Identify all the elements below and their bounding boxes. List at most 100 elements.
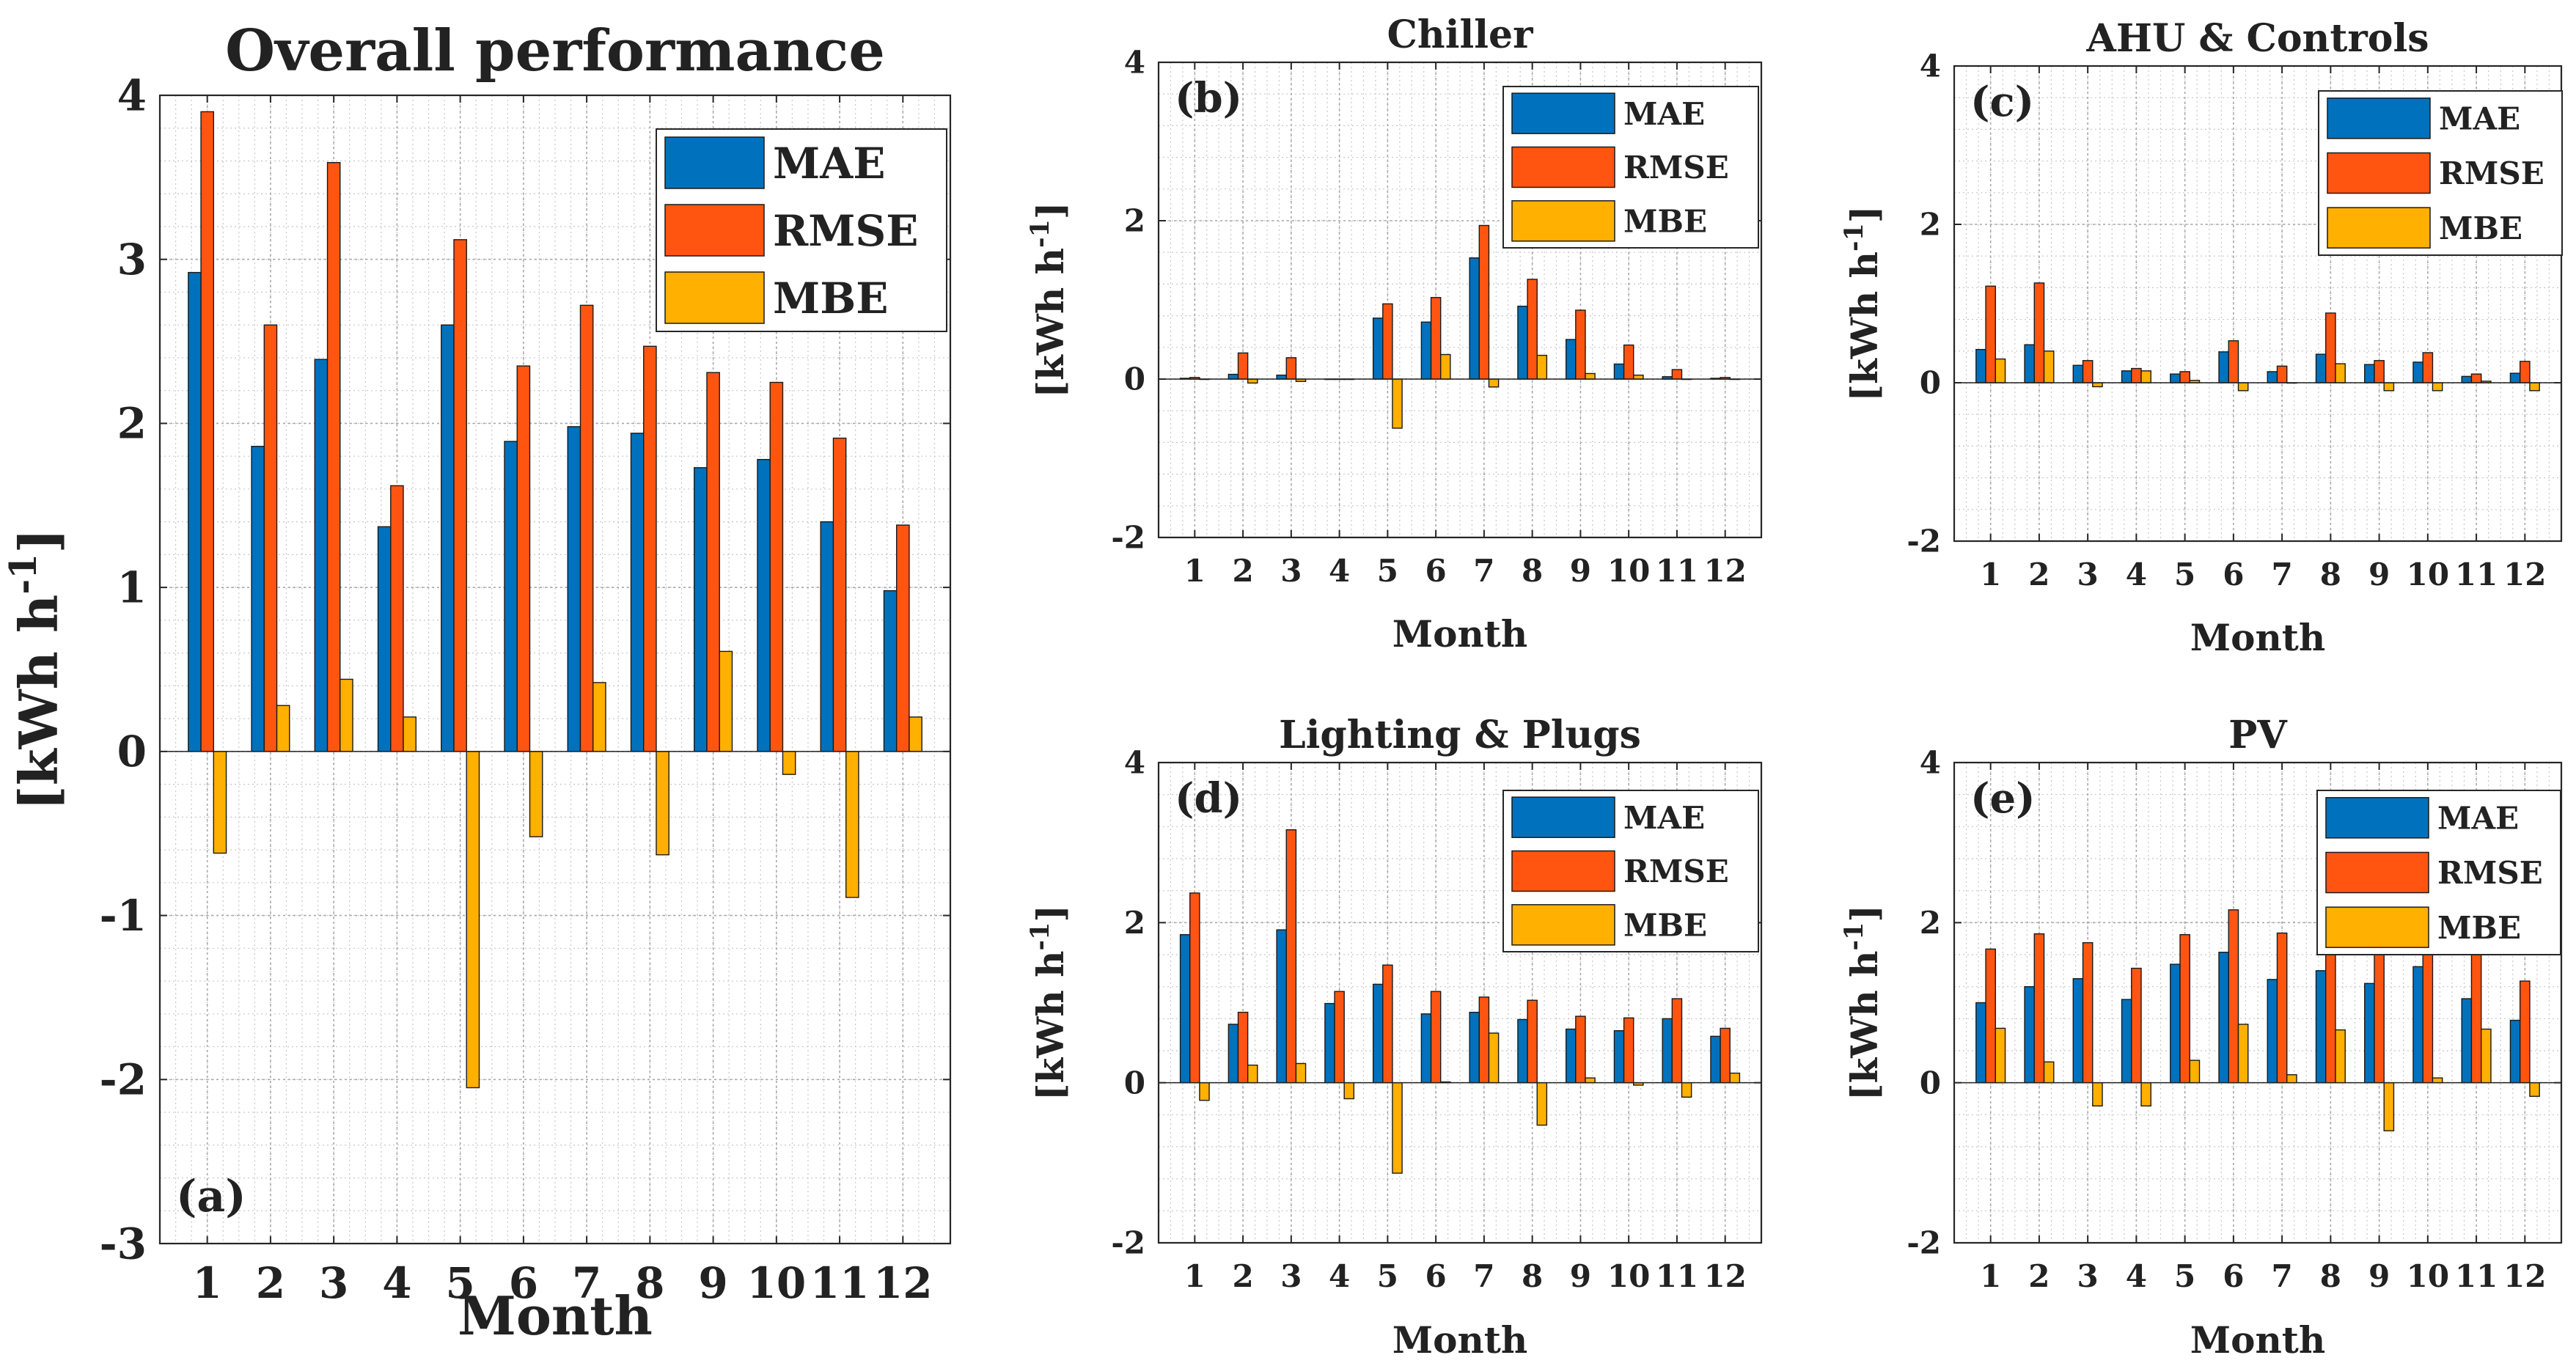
legend-label-mbe: MBE	[1623, 907, 1707, 943]
y-axis-label: [kWh h-1]	[1839, 905, 1886, 1101]
y-tick-label: 2	[1920, 905, 1941, 941]
bar-rmse-month-4	[2131, 367, 2142, 383]
x-tick-label: 9	[2368, 1258, 2390, 1294]
legend-swatch-mbe	[664, 271, 765, 324]
x-tick-label: 8	[2320, 557, 2341, 592]
bar-rmse-month-12	[2519, 361, 2531, 383]
bar-mae-month-5	[1372, 983, 1384, 1084]
bar-rmse-month-5	[2179, 371, 2190, 383]
bar-mbe-month-7	[592, 682, 606, 752]
bar-mae-month-7	[1469, 1011, 1480, 1084]
y-tick-label: 0	[117, 727, 147, 776]
bar-mbe-month-8	[1536, 354, 1548, 380]
bar-rmse-month-7	[1478, 224, 1490, 380]
bar-mbe-month-2	[1247, 1064, 1258, 1084]
x-tick-label: 4	[2126, 557, 2147, 592]
x-tick-label: 5	[1377, 1258, 1398, 1294]
x-tick-label: 3	[1280, 1258, 1302, 1294]
bar-rmse-month-9	[1575, 1016, 1586, 1084]
bar-mbe-month-9	[2383, 1082, 2395, 1131]
y-tick-label: -2	[1111, 520, 1145, 556]
legend-swatch-mae	[2325, 797, 2429, 839]
legend-swatch-rmse	[2327, 152, 2431, 194]
bar-mbe-month-9	[719, 650, 733, 752]
legend-swatch-rmse	[664, 204, 765, 257]
bar-mbe-month-2	[2043, 1061, 2055, 1084]
legend-label-mbe: MBE	[773, 273, 888, 323]
bar-mbe-month-11	[845, 751, 859, 898]
legend-label-rmse: RMSE	[1623, 150, 1729, 186]
x-tick-label: 8	[1522, 553, 1543, 589]
bar-mbe-month-3	[1295, 1062, 1307, 1084]
bar-mbe-month-5	[1392, 378, 1403, 429]
bar-mae-month-5	[441, 324, 455, 752]
bar-mbe-month-10	[2432, 382, 2443, 392]
bar-mae-month-4	[377, 526, 392, 752]
bar-rmse-month-10	[1623, 1017, 1634, 1084]
x-tick-label: 11	[810, 1258, 870, 1308]
bar-rmse-month-6	[516, 365, 531, 752]
x-tick-label: 1	[1980, 1258, 2001, 1294]
bar-mae-month-1	[188, 271, 202, 752]
legend-swatch-mae	[1511, 796, 1615, 838]
x-tick-label: 1	[1980, 557, 2001, 592]
x-tick-label: 9	[698, 1258, 727, 1308]
panel-label: (d)	[1175, 774, 1242, 823]
x-tick-label: 5	[445, 1258, 474, 1308]
bar-mbe-month-7	[1488, 1032, 1500, 1084]
y-tick-label: 2	[1124, 203, 1145, 239]
y-tick-label: 4	[1124, 745, 1145, 781]
x-tick-label: 10	[1607, 553, 1650, 589]
y-axis-label: [kWh h-1]	[1025, 202, 1072, 397]
bar-mae-month-12	[883, 590, 898, 752]
x-tick-label: 2	[2028, 1258, 2050, 1294]
x-tick-label: 3	[2077, 1258, 2099, 1294]
x-tick-label: 11	[2455, 557, 2498, 592]
bar-mbe-month-12	[2529, 1082, 2540, 1097]
bar-mae-month-12	[1710, 1035, 1721, 1084]
bar-rmse-month-11	[832, 437, 847, 752]
bar-rmse-month-9	[706, 372, 720, 752]
bar-mbe-month-10	[782, 751, 796, 775]
y-tick-label: 0	[1920, 365, 1941, 401]
x-tick-label: 11	[2455, 1258, 2498, 1294]
bar-rmse-month-3	[326, 162, 341, 752]
bar-mae-month-4	[2121, 999, 2132, 1084]
bar-mae-month-2	[1228, 373, 1239, 380]
bar-mae-month-6	[2218, 952, 2229, 1084]
x-tick-label: 9	[1570, 553, 1591, 589]
bar-rmse-month-10	[2422, 352, 2434, 383]
legend: MAE RMSE MBE	[656, 128, 947, 332]
bar-mbe-month-3	[2092, 1082, 2103, 1107]
y-tick-label: 1	[117, 562, 147, 612]
legend-swatch-mbe	[2327, 207, 2431, 249]
bar-mae-month-7	[2267, 979, 2278, 1084]
panel-label: (e)	[1970, 774, 2036, 823]
bar-mbe-month-1	[1199, 1082, 1210, 1101]
x-tick-label: 11	[1656, 1258, 1698, 1294]
legend-label-mbe: MBE	[2439, 210, 2522, 246]
bar-mae-month-3	[1276, 374, 1287, 380]
x-tick-label: 10	[746, 1258, 806, 1308]
axes-box	[1157, 761, 1763, 1244]
bar-mae-month-12	[2509, 372, 2521, 383]
axes-box	[158, 94, 952, 1245]
y-tick-label: -2	[100, 1055, 147, 1105]
axes-box	[1953, 761, 2563, 1244]
x-axis-label: Month	[1392, 612, 1528, 656]
y-tick-label: -2	[1907, 1225, 1941, 1261]
axes-box	[1157, 61, 1763, 539]
bar-mbe-month-11	[2481, 1028, 2492, 1084]
bar-mae-month-1	[1179, 934, 1191, 1084]
bars	[1975, 909, 2540, 1131]
x-tick-label: 8	[2320, 1258, 2341, 1294]
bar-rmse-month-5	[1382, 303, 1393, 380]
legend-label-mae: MAE	[2437, 800, 2519, 836]
bar-mbe-month-12	[909, 716, 922, 752]
panel-label: (a)	[176, 1171, 246, 1222]
bar-mae-month-8	[630, 433, 645, 752]
bar-mbe-month-2	[1247, 378, 1258, 384]
y-axis-label: [kWh h-1]	[1839, 205, 1886, 401]
